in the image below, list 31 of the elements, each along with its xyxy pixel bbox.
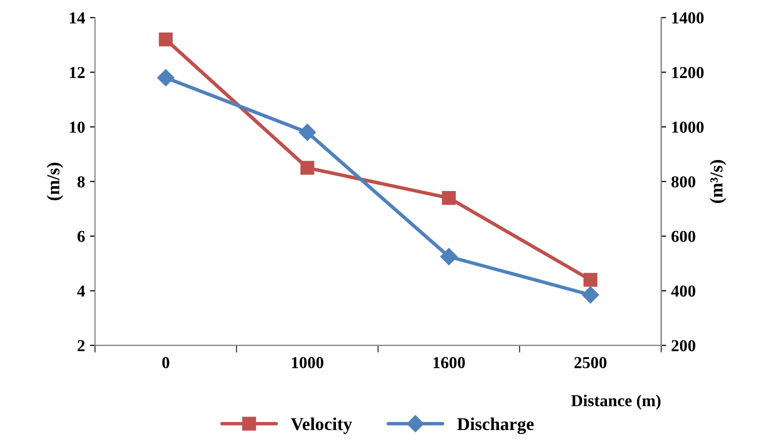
x-axis-title: Distance (m): [571, 394, 660, 410]
x-tick-label: 1600: [434, 356, 465, 368]
y-tick-label: 12: [70, 66, 85, 78]
y2-tick-label: 1200: [672, 66, 704, 78]
y2-tick-label: 200: [672, 340, 696, 352]
x-tick-label: 1000: [292, 356, 324, 368]
point: [298, 124, 316, 141]
point: [583, 272, 598, 287]
point: [440, 248, 458, 266]
y-tick-label: 8: [78, 176, 85, 188]
point: [300, 160, 314, 175]
legend-label: Velocity: [290, 417, 352, 434]
y-tick-label: 10: [70, 122, 85, 133]
y-axis-title: (m/s): [46, 162, 64, 200]
y2-tick-label: 1000: [672, 122, 704, 133]
y-tick-label: 4: [77, 286, 85, 297]
y2-tick-label: 1400: [672, 12, 704, 24]
point: [157, 69, 174, 86]
x-tick-label: 0: [162, 356, 170, 368]
y-tick-label: 6: [78, 230, 85, 242]
point: [158, 32, 173, 46]
y2-tick-label: 800: [671, 176, 696, 188]
y-tick-label: 2: [78, 340, 85, 352]
x-tick-label: 2500: [574, 356, 606, 368]
point: [582, 286, 599, 304]
point: [442, 190, 456, 205]
y2-axis-title: (m³/s): [710, 160, 726, 203]
y2-tick-label: 400: [671, 285, 696, 297]
y2-tick-label: 600: [671, 230, 696, 242]
legend-label: Discharge: [457, 417, 534, 434]
y-tick-label: 14: [70, 12, 85, 24]
